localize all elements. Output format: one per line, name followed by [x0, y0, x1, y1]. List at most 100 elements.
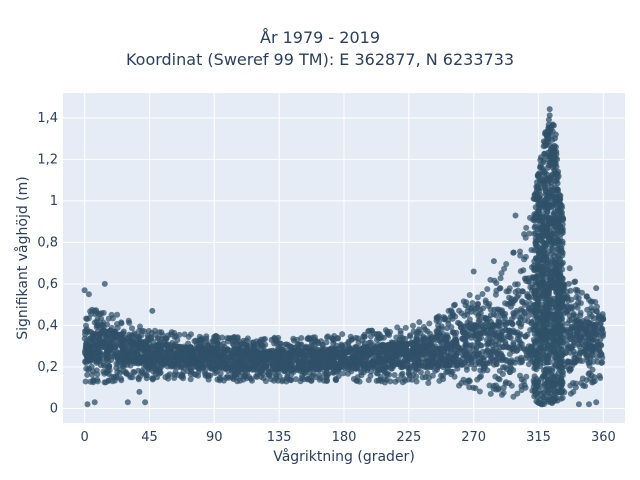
- data-point: [557, 192, 564, 199]
- data-point: [479, 291, 486, 297]
- data-point: [476, 311, 482, 318]
- data-point: [506, 285, 513, 292]
- data-point: [361, 345, 368, 352]
- data-point: [136, 327, 143, 334]
- data-point: [393, 334, 400, 341]
- data-point: [555, 173, 562, 180]
- data-point: [521, 231, 528, 238]
- data-point: [440, 372, 446, 379]
- data-point: [145, 350, 152, 357]
- data-point: [500, 344, 507, 351]
- data-point: [555, 187, 561, 194]
- data-point: [94, 316, 101, 323]
- data-point: [545, 125, 552, 131]
- data-point: [81, 287, 88, 294]
- data-point: [244, 335, 251, 342]
- data-point: [550, 122, 557, 129]
- data-point: [267, 350, 274, 356]
- data-point: [519, 288, 526, 295]
- data-point: [262, 341, 269, 348]
- data-point: [266, 373, 273, 379]
- data-point: [176, 358, 183, 365]
- data-point: [313, 352, 320, 359]
- data-point: [531, 338, 538, 345]
- data-point: [391, 372, 398, 378]
- data-point: [551, 196, 558, 203]
- data-point: [533, 366, 540, 373]
- data-point: [500, 384, 507, 391]
- data-point: [144, 332, 151, 339]
- data-point: [206, 345, 213, 352]
- data-point: [501, 265, 508, 272]
- data-point: [258, 365, 265, 372]
- data-point: [168, 331, 175, 338]
- data-point: [567, 366, 574, 373]
- data-point: [255, 340, 262, 347]
- data-point: [571, 339, 578, 346]
- data-point: [174, 350, 181, 357]
- data-point: [551, 178, 558, 185]
- data-point: [413, 373, 420, 380]
- data-point: [506, 344, 513, 351]
- data-point: [532, 301, 538, 308]
- data-point: [106, 328, 113, 334]
- data-point: [353, 344, 359, 350]
- data-point: [495, 375, 502, 382]
- data-point: [379, 342, 386, 349]
- data-point: [143, 375, 150, 382]
- data-point: [352, 365, 359, 372]
- data-point: [430, 353, 437, 360]
- data-point: [594, 303, 600, 310]
- data-point: [594, 343, 601, 350]
- data-point: [559, 351, 566, 358]
- x-tick-label: 90: [206, 430, 223, 445]
- data-point: [478, 355, 485, 362]
- data-point: [114, 321, 120, 327]
- data-point: [490, 311, 497, 318]
- data-point: [593, 326, 600, 333]
- data-point: [536, 233, 543, 239]
- data-point: [85, 291, 92, 298]
- x-tick-label: 315: [526, 430, 551, 445]
- data-point: [527, 327, 534, 333]
- data-point: [134, 350, 141, 357]
- data-point: [448, 371, 455, 378]
- data-point: [568, 303, 575, 310]
- data-point: [525, 318, 532, 325]
- data-point: [599, 314, 606, 321]
- data-point: [277, 355, 284, 362]
- data-point: [118, 320, 125, 327]
- data-point: [181, 351, 188, 358]
- data-point: [533, 247, 540, 253]
- data-point: [570, 388, 577, 395]
- data-point: [573, 357, 580, 364]
- data-point: [557, 200, 564, 207]
- data-point: [131, 369, 138, 376]
- data-point: [448, 308, 455, 315]
- data-point: [431, 359, 438, 366]
- data-point: [495, 386, 502, 393]
- data-point: [219, 334, 226, 341]
- data-point: [242, 347, 249, 354]
- data-point: [543, 138, 550, 145]
- data-point: [94, 376, 101, 383]
- data-point: [446, 360, 453, 367]
- x-tick-label: 45: [141, 430, 158, 445]
- data-point: [410, 322, 416, 329]
- data-point: [324, 349, 331, 356]
- data-point: [548, 278, 555, 285]
- data-point: [551, 354, 558, 361]
- y-tick-label: 0,2: [37, 360, 58, 375]
- data-point: [574, 304, 581, 311]
- data-point: [245, 357, 252, 364]
- data-point: [346, 345, 353, 352]
- data-point: [438, 348, 444, 355]
- data-point: [328, 346, 335, 353]
- data-point: [142, 354, 148, 361]
- data-point: [138, 343, 145, 350]
- data-point: [406, 372, 413, 379]
- data-point: [344, 363, 351, 370]
- data-point: [525, 294, 532, 300]
- data-point: [165, 375, 172, 382]
- data-point: [544, 384, 551, 391]
